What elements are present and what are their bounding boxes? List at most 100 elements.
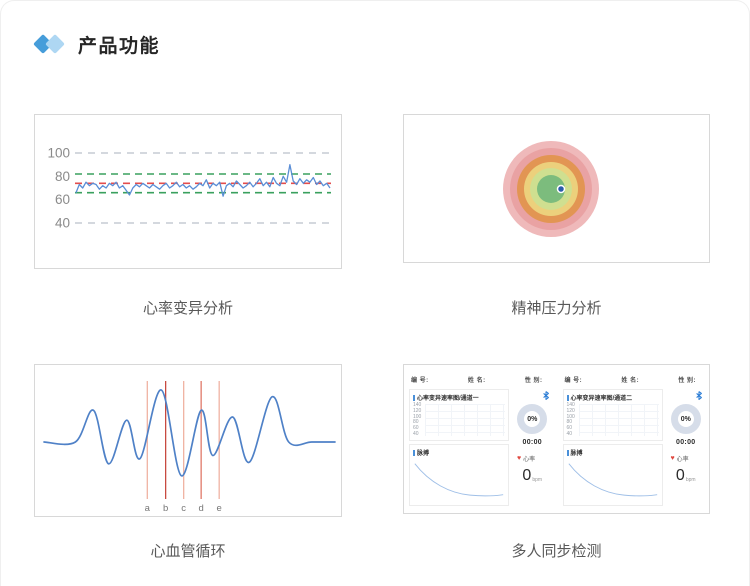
title-bar-icon <box>566 394 569 401</box>
y-tick: 140 <box>413 402 422 408</box>
patient-info-row: 编 号: 姓 名: 性 别: <box>409 373 551 389</box>
heart-rate-series-line <box>75 164 331 197</box>
y-tick: 100 <box>413 413 422 420</box>
patient-name-label: 姓 名: <box>621 378 640 384</box>
mini-chart-grid <box>425 404 505 436</box>
y-tick: 140 <box>566 402 575 408</box>
mini-chart-grid <box>578 404 659 436</box>
charts-column: 心率变异速率图/通道一 140 120 100 80 60 40 <box>409 389 509 506</box>
charts-column: 心率变异速率图/通道二 140 120 100 80 60 40 <box>562 389 663 506</box>
mini-chart-title: 心率变异速率图/通道二 <box>570 396 633 402</box>
patient-gender-label: 性 别: <box>678 378 696 384</box>
caption-stress: 精神压力分析 <box>511 300 602 317</box>
heart-rate-value-group: 0 bpm <box>676 468 696 484</box>
y-tick: 100 <box>566 413 575 420</box>
feature-card-multi: 编 号: 姓 名: 性 别: 心率变异速率图/通道一 140 <box>403 364 710 514</box>
heart-rate-row: ♥ 心率 <box>671 454 689 463</box>
pulse-mini-chart: 脉搏 <box>409 444 509 506</box>
axis-tick-label: 80 <box>55 169 70 184</box>
patient-info-row: 编 号: 姓 名: 性 别: <box>563 373 705 389</box>
hrv-mini-chart: 心率变异速率图/通道一 140 120 100 80 60 40 <box>409 389 509 441</box>
marker-label-d: d <box>198 503 203 514</box>
heart-rate-label: 心率 <box>523 457 536 463</box>
mini-chart-title-row: 脉搏 <box>564 445 662 457</box>
progress-percent: 0% <box>527 415 538 423</box>
heart-icon: ♥ <box>517 455 522 462</box>
patient-name-label: 姓 名: <box>467 378 486 384</box>
timer-value: 00:00 <box>676 439 696 446</box>
y-tick: 40 <box>566 430 573 437</box>
patient-id-label: 编 号: <box>564 378 583 384</box>
y-tick: 80 <box>413 419 419 426</box>
stress-marker-dot <box>556 184 566 194</box>
waveform-path <box>43 389 336 477</box>
timer-value: 00:00 <box>522 439 542 446</box>
hrv-chart: 100 80 60 40 <box>47 146 331 231</box>
axis-tick-label: 40 <box>55 216 70 231</box>
diamond-light-icon <box>45 33 65 54</box>
y-tick: 80 <box>566 419 573 426</box>
title-bar-icon <box>413 394 415 401</box>
pulse-curve <box>414 463 504 497</box>
stats-column: 0% 00:00 ♥ 心率 0 bpm <box>514 389 551 506</box>
heart-icon: ♥ <box>670 455 675 462</box>
marker-label-c: c <box>181 503 186 514</box>
stats-column: 0% 00:00 ♥ 心率 0 bpm <box>668 389 705 506</box>
heart-rate-row: ♥ 心率 <box>517 454 535 463</box>
mini-chart-title-row: 心率变异速率图/通道一 <box>410 390 508 402</box>
section-header: 产品功能 <box>33 31 161 58</box>
patient-gender-label: 性 别: <box>524 378 543 384</box>
hrv-mini-chart: 心率变异速率图/通道二 140 120 100 80 60 40 <box>562 389 663 441</box>
mini-y-axis: 140 120 100 80 60 40 <box>413 403 421 437</box>
stress-ring <box>537 175 565 203</box>
heart-rate-value-group: 0 bpm <box>522 468 542 484</box>
marker-label-b: b <box>163 503 168 514</box>
heart-rate-unit: bpm <box>685 477 696 483</box>
mini-chart-title-row: 心率变异速率图/通道二 <box>564 390 662 402</box>
y-tick: 60 <box>413 425 419 432</box>
pulse-title: 脉搏 <box>417 451 430 457</box>
patient-card-body: 心率变异速率图/通道二 140 120 100 80 60 40 <box>562 389 705 506</box>
caption-cardio: 心血管循环 <box>150 543 226 560</box>
title-bar-icon <box>413 449 415 456</box>
caption-hrv: 心率变异分析 <box>142 300 233 317</box>
heart-rate-value: 0 <box>522 467 532 484</box>
multi-dashboard: 编 号: 姓 名: 性 别: 心率变异速率图/通道一 140 <box>404 365 709 513</box>
cardio-waveform-chart: a b c d e <box>43 381 336 514</box>
pulse-mini-chart: 脉搏 <box>562 444 663 506</box>
feature-card-hrv: 100 80 60 40 <box>34 114 342 269</box>
progress-ring: 0% <box>517 404 548 434</box>
axis-tick-label: 100 <box>47 146 70 161</box>
patient-id-label: 编 号: <box>411 378 429 384</box>
caption-multi: 多人同步检测 <box>511 543 602 560</box>
marker-label-e: e <box>217 503 222 514</box>
y-tick: 120 <box>413 407 422 414</box>
mini-y-axis: 140 120 100 80 60 40 <box>567 403 575 437</box>
feature-card-cardio: a b c d e <box>34 364 342 517</box>
progress-ring: 0% <box>670 404 701 434</box>
patient-card-body: 心率变异速率图/通道一 140 120 100 80 60 40 <box>409 389 551 506</box>
y-tick: 60 <box>566 425 573 432</box>
heart-rate-label: 心率 <box>676 457 689 463</box>
patient-card-channel-1: 编 号: 姓 名: 性 别: 心率变异速率图/通道一 140 <box>409 373 551 506</box>
marker-label-a: a <box>145 503 151 514</box>
feature-card-stress <box>403 114 710 263</box>
y-tick: 40 <box>413 430 419 437</box>
pulse-curve <box>567 463 657 497</box>
title-bar-icon <box>566 449 569 456</box>
stress-rings-chart <box>503 141 599 237</box>
bluetooth-icon[interactable] <box>542 390 550 401</box>
heart-rate-value: 0 <box>675 467 685 484</box>
mini-chart-title-row: 脉搏 <box>410 445 508 457</box>
pulse-title: 脉搏 <box>570 451 583 457</box>
logo-diamonds-icon <box>33 33 70 57</box>
page-title: 产品功能 <box>78 36 161 57</box>
bluetooth-icon[interactable] <box>695 390 703 401</box>
progress-percent: 0% <box>680 415 691 423</box>
patient-card-channel-2: 编 号: 姓 名: 性 别: 心率变异速率图/通道二 140 <box>562 373 705 506</box>
y-tick: 120 <box>566 407 575 414</box>
heart-rate-unit: bpm <box>532 477 543 483</box>
mini-chart-title: 心率变异速率图/通道一 <box>417 396 479 402</box>
axis-tick-label: 60 <box>55 192 70 207</box>
